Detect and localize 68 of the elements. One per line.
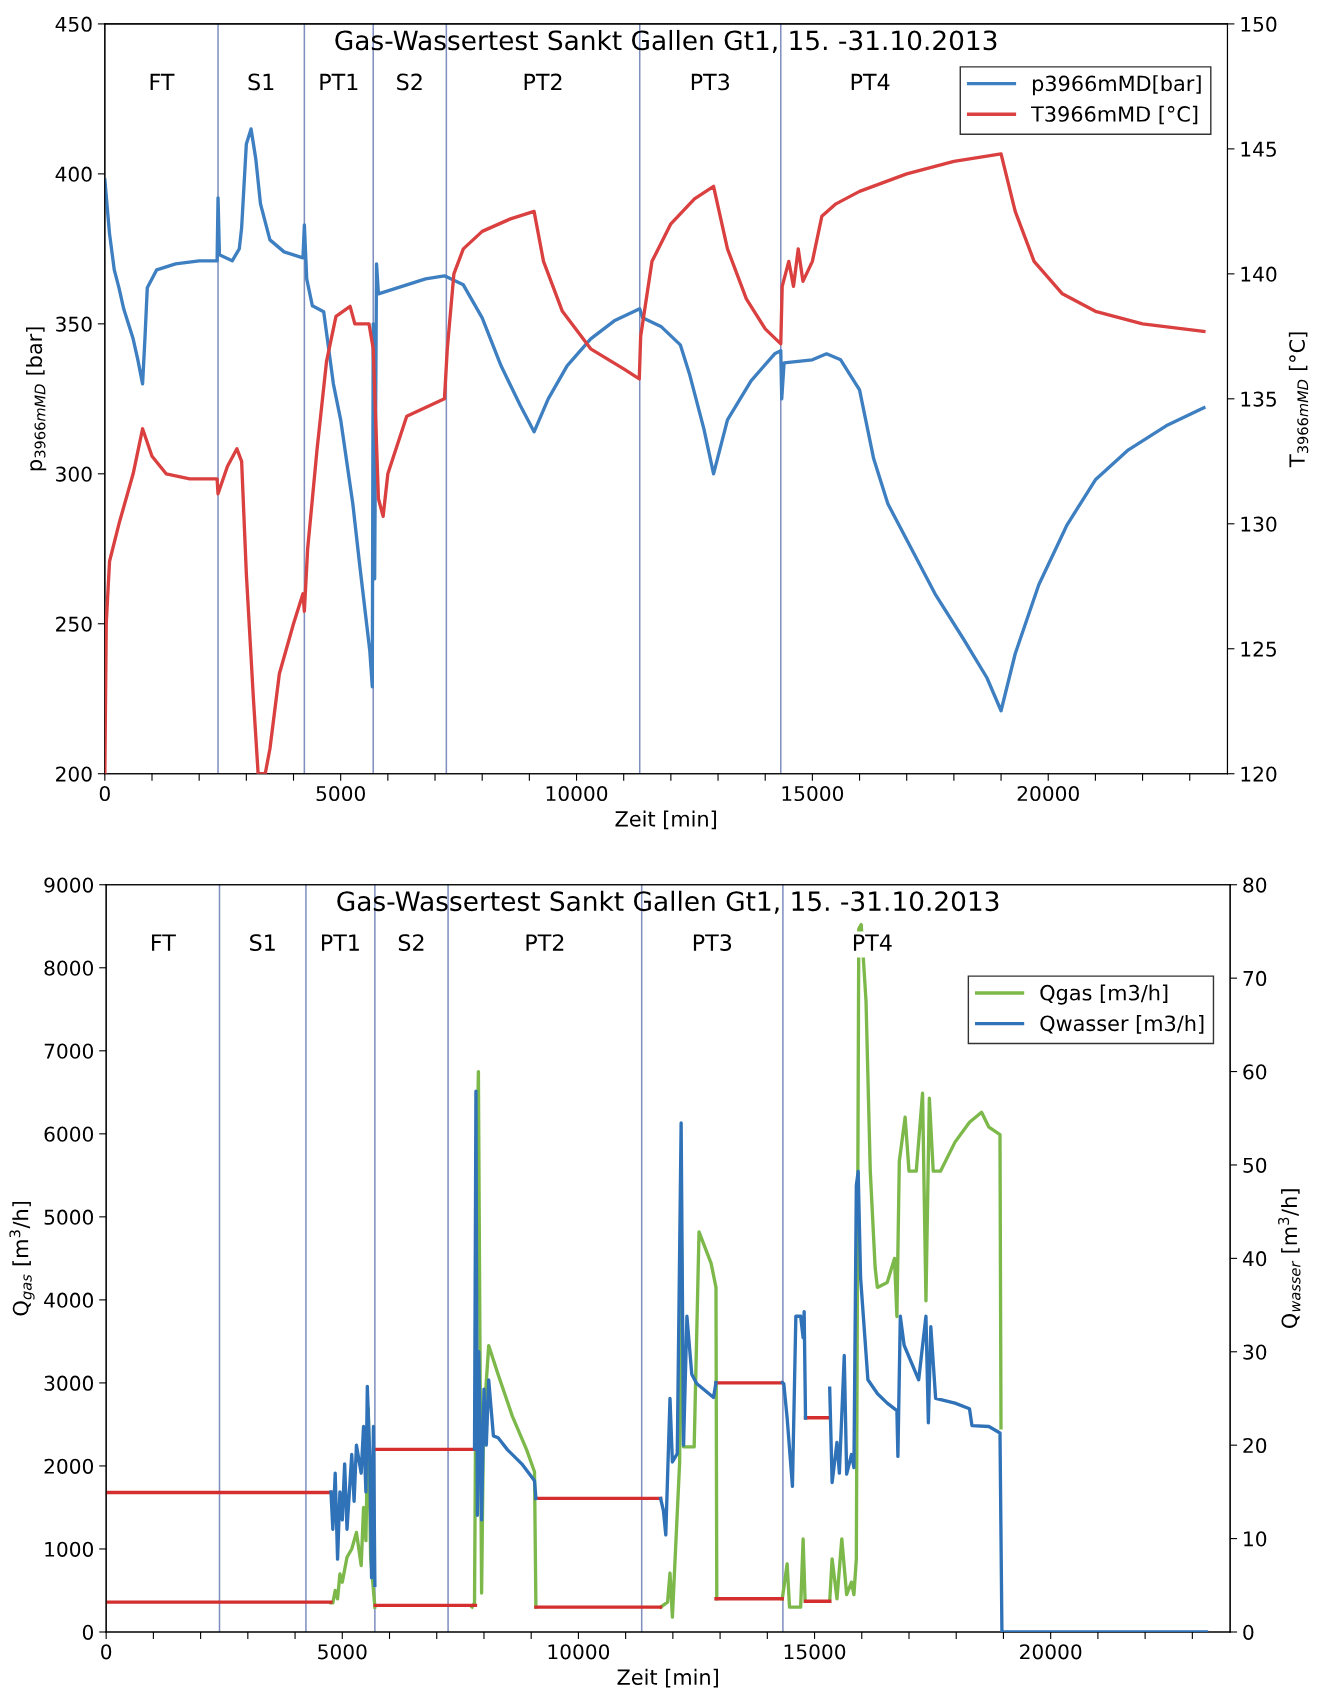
y2-tick-label: 150 [1241, 16, 1277, 32]
x-tick-label: 20000 [1020, 1644, 1082, 1660]
y2-axis-title: Q$_{wasser}$ [m$^{3}$/h] [1278, 1189, 1301, 1329]
y2-tick-label: 140 [1241, 266, 1277, 282]
y2-tick-label: 135 [1241, 391, 1276, 407]
y-tick-label: 450 [55, 16, 92, 32]
annotation: PT1 [320, 73, 358, 91]
legend-label: Qwasser [m3/h] [1040, 1015, 1204, 1034]
x-tick-label: 15000 [784, 1644, 846, 1660]
x-tick-label: 10000 [548, 1644, 610, 1660]
annotation: FT [150, 73, 175, 91]
annotation: S2 [398, 934, 424, 951]
y-tick-label: 300 [56, 466, 92, 482]
y2-axis-title: T$_{3966mMD}$ [°C] [1288, 332, 1309, 468]
y2-tick-label: 70 [1243, 970, 1267, 987]
y2-tick-label: 20 [1243, 1437, 1267, 1454]
annotation: S1 [250, 934, 275, 951]
y-tick-label: 2000 [44, 1458, 94, 1474]
annotation: FT [152, 934, 176, 951]
chart-title: Gas-Wassertest Sankt Gallen Gt1, 15. -31.10.2013 [335, 29, 997, 54]
annotation: PT2 [524, 73, 562, 91]
x-axis-title: Zeit [min] [615, 810, 716, 830]
x-tick-label: 0 [101, 1644, 112, 1660]
x-tick-label: 20000 [1017, 785, 1079, 802]
x-tick-label: 15000 [782, 785, 844, 802]
y-tick-label: 4000 [44, 1292, 94, 1308]
y2-tick-label: 60 [1243, 1064, 1267, 1080]
y-tick-label: 350 [56, 316, 92, 332]
y2-tick-label: 80 [1243, 877, 1267, 893]
y-tick-label: 250 [56, 616, 92, 632]
y-tick-label: 6000 [44, 1126, 94, 1142]
annotation: S1 [248, 73, 274, 91]
legend-label: Qgas [m3/h] [1040, 984, 1168, 1005]
x-axis-title: Zeit [min] [617, 1668, 718, 1688]
annotation: PT1 [322, 934, 359, 951]
legend-label: T3966mMD [°C] [1031, 105, 1198, 125]
y-tick-label: 7000 [44, 1043, 94, 1059]
y2-tick-label: 120 [1241, 766, 1277, 782]
annotation: S2 [397, 73, 422, 91]
x-tick-label: 5000 [318, 1644, 367, 1660]
y-axis-title: Q$_{gas}$ [m$^{3}$/h] [9, 1201, 35, 1316]
y-tick-label: 400 [55, 166, 92, 182]
annotation: PT3 [691, 73, 730, 91]
y2-tick-label: 130 [1241, 516, 1277, 532]
y-tick-label: 5000 [44, 1209, 94, 1225]
y2-tick-label: 145 [1241, 141, 1276, 157]
y-tick-label: 200 [56, 766, 92, 782]
annotation: PT3 [693, 934, 732, 951]
y-tick-label: 9000 [44, 877, 94, 893]
y-axis-title: p$_{3966mMD}$ [bar] [26, 327, 47, 471]
y2-tick-label: 30 [1243, 1344, 1267, 1360]
annotation: PT2 [526, 934, 564, 951]
annotation: PT4 [851, 73, 890, 91]
x-tick-label: 10000 [546, 785, 608, 802]
x-tick-label: 0 [99, 785, 110, 802]
y-tick-label: 0 [82, 1624, 94, 1640]
y2-tick-label: 10 [1244, 1531, 1267, 1547]
y-tick-label: 1000 [45, 1541, 94, 1557]
y2-tick-label: 40 [1242, 1251, 1267, 1267]
y2-tick-label: 125 [1241, 641, 1276, 657]
y-tick-label: 3000 [44, 1375, 94, 1391]
chart-title: Gas-Wassertest Sankt Gallen Gt1, 15. -31.10.2013 [337, 890, 999, 914]
annotation: PT4 [853, 934, 892, 951]
x-tick-label: 5000 [316, 785, 365, 802]
y-tick-label: 8000 [44, 960, 94, 976]
legend-label: p3966mMD[bar] [1033, 75, 1201, 96]
y2-tick-label: 0 [1243, 1624, 1254, 1640]
y2-tick-label: 50 [1243, 1157, 1267, 1173]
